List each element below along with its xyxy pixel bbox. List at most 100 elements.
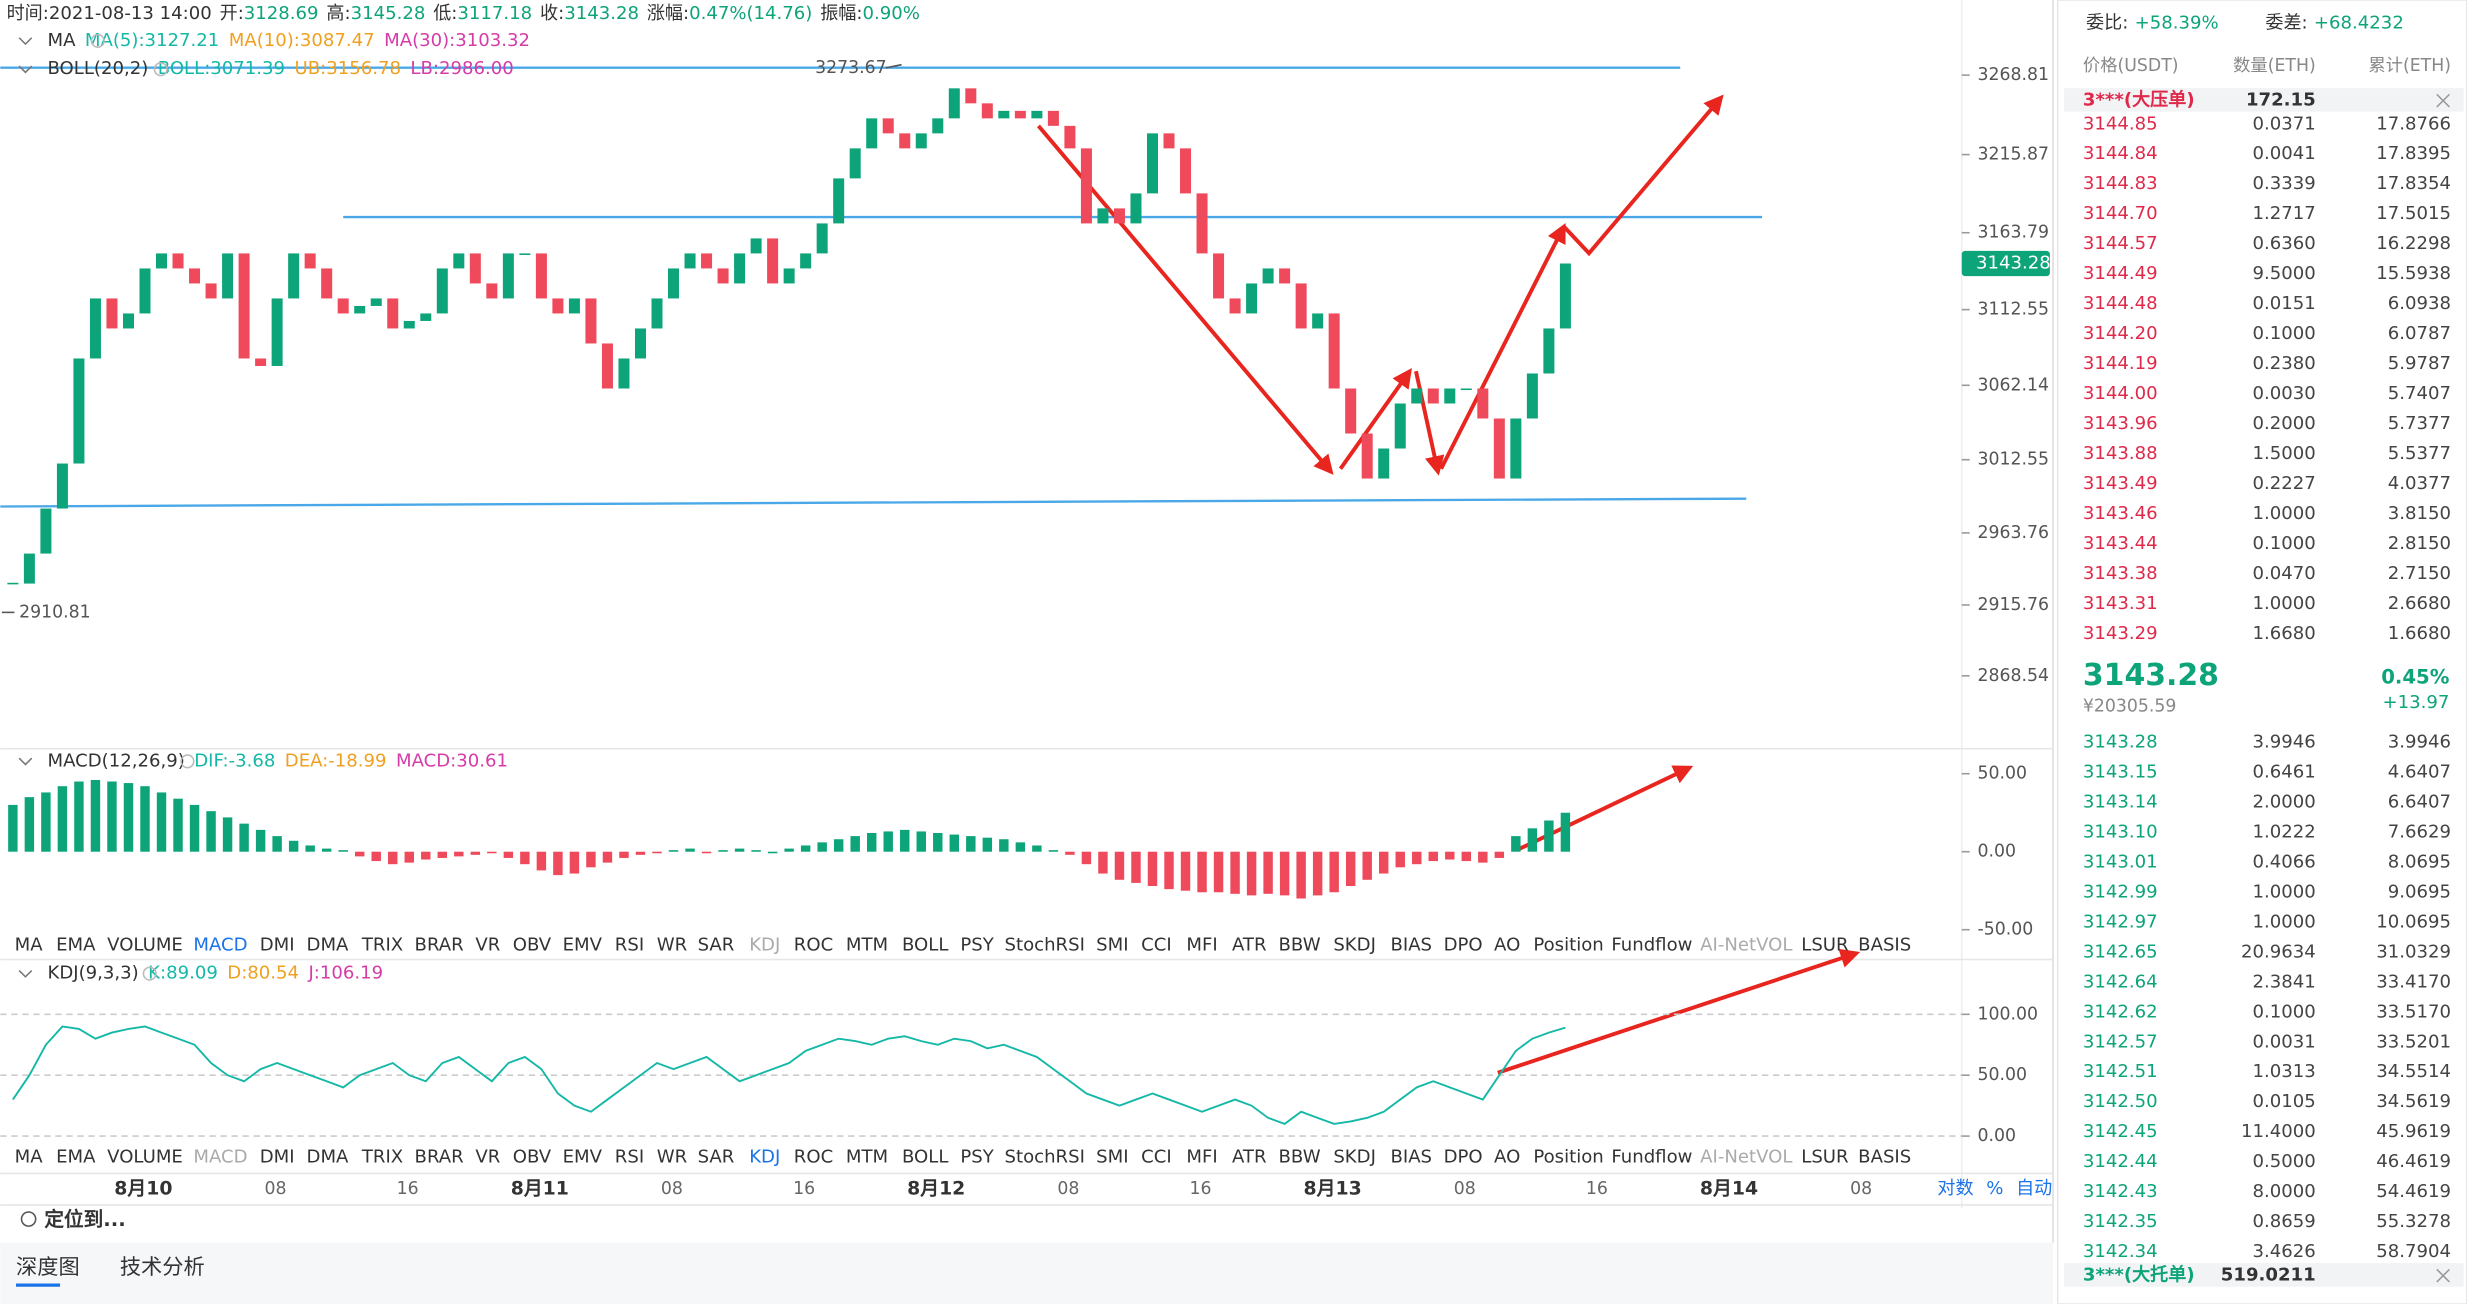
- indicator-tab[interactable]: SMI: [1096, 1147, 1128, 1168]
- indicator-tab[interactable]: Position: [1533, 934, 1603, 955]
- indicator-tab[interactable]: OBV: [513, 1147, 552, 1168]
- scale-button[interactable]: 对数: [1937, 1178, 1973, 1199]
- macd-bar: [586, 851, 596, 868]
- indicator-tab[interactable]: OBV: [513, 934, 552, 955]
- indicator-tab[interactable]: PSY: [960, 934, 994, 955]
- settings-icon[interactable]: [142, 966, 157, 981]
- indicator-tab[interactable]: CCI: [1141, 1147, 1172, 1168]
- macd-bar: [1445, 851, 1455, 860]
- candle: [800, 253, 812, 269]
- indicator-tab[interactable]: VR: [475, 934, 500, 955]
- order-cell: 1.6680: [2388, 623, 2451, 644]
- indicator-tab[interactable]: DMI: [260, 934, 295, 955]
- indicator-tab[interactable]: ROC: [794, 1147, 833, 1168]
- indicator-tab[interactable]: MTM: [846, 1147, 888, 1168]
- scale-button[interactable]: %: [1986, 1178, 2003, 1199]
- close-icon[interactable]: [2436, 93, 2450, 108]
- indicator-tab[interactable]: MACD: [193, 934, 247, 955]
- indicator-tab[interactable]: BRAR: [415, 934, 465, 955]
- order-cell: 3143.96: [2083, 413, 2158, 434]
- indicator-tab[interactable]: MA: [15, 934, 44, 955]
- candle: [932, 118, 944, 134]
- close-icon[interactable]: [2436, 1268, 2450, 1283]
- indicator-tab[interactable]: Position: [1533, 1147, 1603, 1168]
- indicator-tab[interactable]: RSI: [615, 1147, 644, 1168]
- indicator-tab[interactable]: MA: [15, 1147, 44, 1168]
- macd-bar: [1461, 851, 1472, 862]
- indicator-tab[interactable]: SAR: [698, 934, 735, 955]
- indicator-tab[interactable]: SMI: [1096, 934, 1128, 955]
- indicator-tab[interactable]: BBW: [1279, 934, 1321, 955]
- indicator-tab[interactable]: DMA: [307, 934, 350, 955]
- collapse-caret: [18, 65, 33, 74]
- indicator-tab[interactable]: MACD: [193, 1147, 247, 1168]
- indicator-tab[interactable]: Fundflow: [1611, 934, 1692, 955]
- locate-button[interactable]: 定位到...: [44, 1208, 125, 1231]
- indicator-tab[interactable]: SKDJ: [1333, 934, 1376, 955]
- indicator-tab[interactable]: DPO: [1444, 934, 1483, 955]
- indicator-tab[interactable]: BOLL: [902, 1147, 948, 1168]
- order-cell: 3142.44: [2083, 1151, 2158, 1172]
- tab[interactable]: 深度图: [16, 1255, 80, 1280]
- legend-item: DEA:-18.99: [285, 750, 387, 771]
- indicator-tab[interactable]: KDJ: [749, 934, 780, 955]
- candle: [1411, 388, 1423, 404]
- indicator-tab[interactable]: AI-NetVOL: [1700, 934, 1792, 955]
- indicator-tab[interactable]: MFI: [1186, 1147, 1217, 1168]
- indicator-tab[interactable]: SAR: [698, 1147, 735, 1168]
- indicator-tab[interactable]: RSI: [615, 934, 644, 955]
- indicator-tab[interactable]: ATR: [1232, 1147, 1267, 1168]
- indicator-tab[interactable]: VR: [475, 1147, 500, 1168]
- legend-name: KDJ(9,3,3): [47, 963, 138, 984]
- indicator-tab[interactable]: MFI: [1186, 934, 1217, 955]
- indicator-tab[interactable]: ATR: [1232, 934, 1267, 955]
- indicator-tab[interactable]: LSUR: [1801, 1147, 1849, 1168]
- candle: [783, 268, 795, 284]
- indicator-tab[interactable]: AO: [1494, 1147, 1520, 1168]
- macd-bar: [1180, 851, 1191, 891]
- indicator-tab[interactable]: BRAR: [415, 1147, 465, 1168]
- indicator-tab[interactable]: StochRSI: [1005, 1147, 1085, 1168]
- indicator-tab[interactable]: EMV: [563, 934, 603, 955]
- settings-icon[interactable]: [90, 33, 105, 48]
- indicator-tab[interactable]: CCI: [1141, 934, 1172, 955]
- order-cell: 3144.85: [2083, 113, 2158, 134]
- indicator-tab[interactable]: BBW: [1279, 1147, 1321, 1168]
- indicator-tab[interactable]: TRIX: [361, 1147, 403, 1168]
- indicator-tab[interactable]: TRIX: [361, 934, 403, 955]
- indicator-tab[interactable]: VOLUME: [107, 934, 183, 955]
- indicator-tab[interactable]: BOLL: [902, 934, 948, 955]
- indicator-tab[interactable]: PSY: [960, 1147, 994, 1168]
- indicator-tab[interactable]: BIAS: [1390, 1147, 1432, 1168]
- macd-bar: [272, 836, 282, 852]
- indicator-tab[interactable]: AI-NetVOL: [1700, 1147, 1792, 1168]
- indicator-tab[interactable]: EMA: [56, 934, 96, 955]
- order-cell: 3144.70: [2083, 203, 2158, 224]
- order-cell: 1.5000: [2252, 443, 2315, 464]
- scale-button[interactable]: 自动: [2016, 1178, 2052, 1199]
- indicator-tab[interactable]: WR: [657, 934, 688, 955]
- indicator-tab[interactable]: EMA: [56, 1147, 96, 1168]
- indicator-tab[interactable]: ROC: [794, 934, 833, 955]
- tab[interactable]: 技术分析: [120, 1255, 205, 1280]
- indicator-tab[interactable]: AO: [1494, 934, 1520, 955]
- indicator-tab[interactable]: BASIS: [1858, 1147, 1911, 1168]
- indicator-tab[interactable]: BIAS: [1390, 934, 1432, 955]
- indicator-tab[interactable]: BASIS: [1858, 934, 1911, 955]
- settings-icon[interactable]: [153, 62, 168, 77]
- macd-bar: [1213, 851, 1224, 893]
- indicator-tab[interactable]: SKDJ: [1333, 1147, 1376, 1168]
- indicator-tab[interactable]: MTM: [846, 934, 888, 955]
- indicator-tab[interactable]: WR: [657, 1147, 688, 1168]
- indicator-tab[interactable]: KDJ: [749, 1147, 780, 1168]
- indicator-tab[interactable]: VOLUME: [107, 1147, 183, 1168]
- indicator-tab[interactable]: StochRSI: [1005, 934, 1085, 955]
- indicator-tab[interactable]: DMI: [260, 1147, 295, 1168]
- indicator-tab[interactable]: Fundflow: [1611, 1147, 1692, 1168]
- candle: [1180, 148, 1192, 194]
- indicator-tab[interactable]: EMV: [563, 1147, 603, 1168]
- indicator-tab[interactable]: LSUR: [1801, 934, 1849, 955]
- indicator-tab[interactable]: DPO: [1444, 1147, 1483, 1168]
- indicator-tab[interactable]: DMA: [307, 1147, 350, 1168]
- settings-icon[interactable]: [180, 754, 195, 769]
